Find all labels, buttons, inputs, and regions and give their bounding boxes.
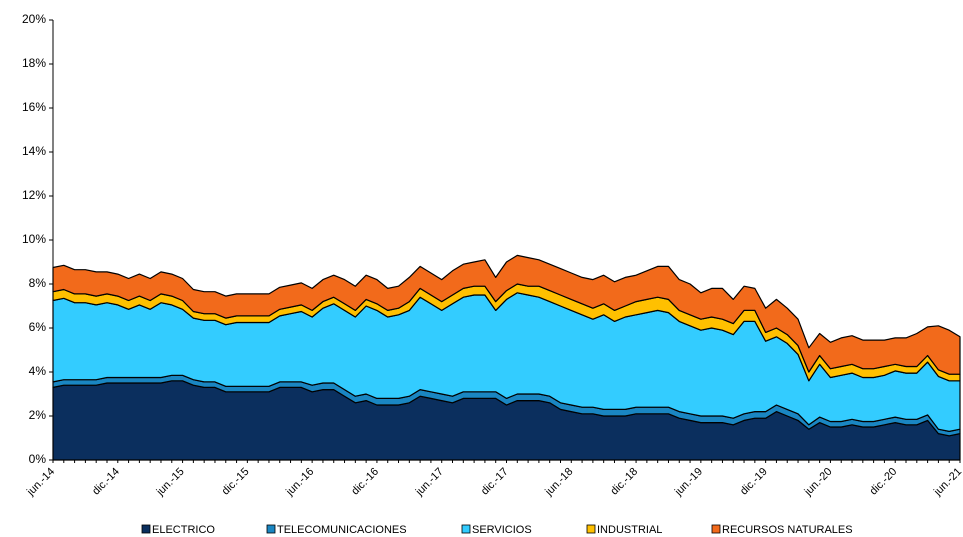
y-tick-label: 16% <box>22 100 46 114</box>
x-tick-label: dic.-15 <box>220 466 252 498</box>
area <box>52 254 961 375</box>
legend-swatch <box>461 524 471 534</box>
x-tick-label: jun.-18 <box>542 466 575 499</box>
y-tick-label: 0% <box>29 452 47 466</box>
legend-label: SERVICIOS <box>472 524 532 536</box>
legend-swatch <box>141 524 151 534</box>
x-tick-label: jun.-16 <box>283 466 316 499</box>
legend-swatch <box>266 524 276 534</box>
y-tick-label: 20% <box>22 12 46 26</box>
y-tick-label: 8% <box>29 276 47 290</box>
legend-label: TELECOMUNICACIONES <box>277 524 407 536</box>
legend-label: ELECTRICO <box>152 524 215 536</box>
x-tick-label: jun.-20 <box>802 466 835 499</box>
x-tick-label: jun.-17 <box>413 466 446 499</box>
x-tick-label: dic.-19 <box>738 466 770 498</box>
y-tick-label: 18% <box>22 56 46 70</box>
y-tick-label: 14% <box>22 144 46 158</box>
x-tick-label: jun.-15 <box>154 466 187 499</box>
legend-swatch <box>711 524 721 534</box>
legend-label: INDUSTRIAL <box>597 524 662 536</box>
x-tick-label: dic.-14 <box>90 466 122 498</box>
x-tick-label: dic.-17 <box>479 466 511 498</box>
y-tick-label: 4% <box>29 364 47 378</box>
legend-label: RECURSOS NATURALES <box>722 524 853 536</box>
x-tick-label: dic.-20 <box>868 466 900 498</box>
x-tick-label: dic.-16 <box>349 466 381 498</box>
legend-swatch <box>586 524 596 534</box>
x-tick-label: dic.-18 <box>608 466 640 498</box>
x-tick-label: jun.-21 <box>931 466 963 499</box>
y-tick-label: 10% <box>22 232 46 246</box>
y-tick-label: 2% <box>29 408 47 422</box>
y-tick-label: 12% <box>22 188 46 202</box>
y-tick-label: 6% <box>29 320 47 334</box>
x-tick-label: jun.-19 <box>672 466 705 499</box>
x-tick-label: jun.-14 <box>24 466 57 499</box>
